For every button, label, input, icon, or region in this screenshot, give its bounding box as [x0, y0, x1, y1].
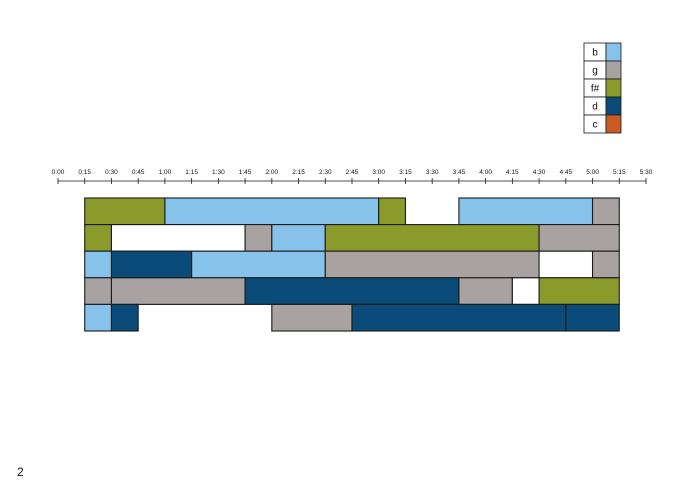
note-row [84, 277, 620, 305]
legend-swatch [605, 96, 622, 116]
tick-label: 2:45 [346, 169, 359, 176]
tick-label: 0:00 [52, 169, 65, 176]
segment-b [271, 224, 326, 252]
segment-rest [538, 250, 594, 279]
note-row [84, 224, 620, 252]
segment-f-sharp [84, 224, 113, 252]
segment-d [110, 250, 193, 279]
segment-g [538, 224, 620, 252]
tick-label: 1:45 [239, 169, 252, 176]
tick-label: 5:00 [586, 169, 599, 176]
tick-label: 1:30 [212, 169, 225, 176]
segment-d [565, 303, 620, 332]
note-row [84, 197, 620, 226]
segment-b [84, 250, 113, 279]
legend-item: f# [583, 78, 622, 98]
legend-swatch [605, 42, 622, 62]
segment-g [244, 224, 273, 252]
legend: bg f# dc [583, 42, 622, 134]
legend-item: c [583, 114, 622, 134]
segment-rest [110, 224, 246, 252]
legend-item: b [583, 42, 622, 62]
segment-b [191, 250, 326, 279]
tick-label: 4:15 [506, 169, 519, 176]
tick-label: 3:00 [372, 169, 385, 176]
segment-g [591, 197, 620, 226]
segment-f-sharp [378, 197, 407, 226]
legend-label: g [592, 66, 598, 77]
segment-rest [511, 277, 540, 305]
tick-label: 3:30 [426, 169, 439, 176]
note-row [84, 303, 620, 332]
tick-label: 5:30 [640, 169, 653, 176]
legend-swatch [605, 78, 622, 98]
tick-label: 2:00 [265, 169, 278, 176]
note-rows [84, 197, 620, 332]
legend-item: d [583, 96, 622, 116]
legend-label: b [592, 48, 598, 59]
segment-d [351, 303, 567, 332]
tick-label: 4:30 [533, 169, 546, 176]
segment-g [458, 277, 513, 305]
tick-label: 2:30 [319, 169, 332, 176]
tick-label: 4:45 [559, 169, 572, 176]
segment-d [110, 303, 139, 332]
legend-item: g [583, 60, 622, 80]
legend-label: d [592, 102, 598, 113]
tick-label: 5:15 [613, 169, 626, 176]
time-axis: 0:00 0:15 0:30 0:45 1:00 1:15 1:30 1:45 2:00 2:15… [52, 169, 653, 184]
segment-d [244, 277, 460, 305]
tick-label: 2:15 [292, 169, 305, 176]
segment-g [271, 303, 353, 332]
tick-label: 0:30 [105, 169, 118, 176]
page-number: 2 [17, 465, 24, 479]
legend-label: c [593, 120, 598, 131]
segment-g [84, 277, 113, 305]
segment-g [324, 250, 540, 279]
segment-f-sharp [84, 197, 166, 226]
segment-b [84, 303, 113, 332]
segment-b [164, 197, 380, 226]
segment-f-sharp [324, 224, 540, 252]
tick-label: 3:45 [453, 169, 466, 176]
tick-label: 1:00 [159, 169, 172, 176]
legend-swatch [605, 114, 622, 134]
note-row [84, 250, 620, 279]
legend-swatch [605, 60, 622, 80]
segment-g [110, 277, 246, 305]
tick-label: 0:15 [78, 169, 91, 176]
tick-label: 3:15 [399, 169, 412, 176]
segment-b [458, 197, 594, 226]
segment-f-sharp [538, 277, 620, 305]
tick-label: 0:45 [132, 169, 145, 176]
tick-label: 4:00 [479, 169, 492, 176]
segment-g [591, 250, 620, 279]
legend-label: f# [591, 84, 600, 95]
tick-label: 1:15 [185, 169, 198, 176]
